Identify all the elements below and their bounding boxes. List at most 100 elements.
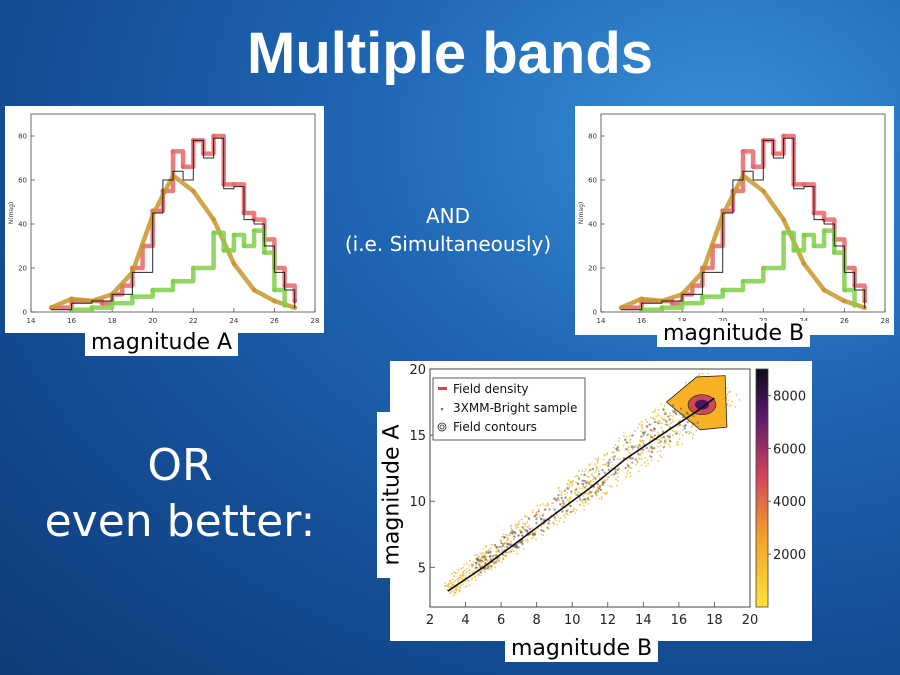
density-field-point xyxy=(539,504,542,507)
density-sample-point xyxy=(510,531,513,535)
density-field-point xyxy=(636,427,639,429)
density-sample-point xyxy=(601,481,604,484)
density-field-point xyxy=(481,564,484,567)
density-field-point xyxy=(639,441,642,443)
density-sample-point xyxy=(653,447,656,450)
density-sample-point xyxy=(662,435,665,438)
density-field-point xyxy=(673,430,676,433)
density-field-point xyxy=(569,482,572,484)
density-field-point xyxy=(649,447,651,450)
density-sample-point xyxy=(569,510,573,514)
hist-b-point-green xyxy=(700,294,705,299)
density-sample-point xyxy=(493,561,496,564)
density-field-point xyxy=(582,485,585,488)
density-sample-point xyxy=(664,412,667,416)
legend-contour-marker xyxy=(437,422,447,432)
hist-a-xtick-label: 18 xyxy=(108,317,117,325)
density-field-point xyxy=(600,498,603,501)
density-field-point xyxy=(655,415,658,417)
density-field-point xyxy=(498,551,501,554)
density-field-point xyxy=(569,496,572,499)
hist-b-point-green xyxy=(791,248,797,253)
density-field-point xyxy=(726,404,728,406)
density-field-point xyxy=(636,460,638,462)
density-field-point xyxy=(572,510,575,513)
density-field-point xyxy=(574,475,576,478)
density-legend-entry: Field density xyxy=(453,382,529,396)
density-field-point xyxy=(481,557,484,560)
density-field-point xyxy=(572,480,575,483)
density-field-point xyxy=(524,525,527,528)
density-field-point xyxy=(656,412,659,415)
density-field-point xyxy=(602,491,605,494)
density-field-point xyxy=(567,508,569,511)
density-field-point xyxy=(448,586,450,588)
density-field-point xyxy=(600,496,603,498)
density-sample-point xyxy=(665,423,669,426)
density-field-point xyxy=(558,499,560,502)
density-sample-point xyxy=(661,430,665,433)
density-field-point xyxy=(526,526,529,529)
density-field-point xyxy=(459,576,462,579)
density-field-point xyxy=(448,582,450,585)
density-sample-point xyxy=(624,466,627,470)
density-field-point xyxy=(464,586,467,588)
density-field-point xyxy=(510,542,513,545)
density-sample-point xyxy=(520,534,524,537)
density-sample-point xyxy=(492,554,495,558)
or-text: OR even better: xyxy=(30,438,330,550)
density-field-point xyxy=(610,473,613,476)
density-sample-point xyxy=(645,424,649,428)
density-field-point xyxy=(552,522,555,524)
density-sample-point xyxy=(645,446,649,450)
density-field-point xyxy=(615,478,617,481)
density-field-point xyxy=(735,393,738,396)
density-field-point xyxy=(606,453,609,456)
hist-a-point-green xyxy=(130,294,135,299)
density-field-point xyxy=(486,555,489,558)
density-field-point xyxy=(568,498,571,500)
density-field-point xyxy=(727,399,730,402)
density-field-point xyxy=(587,503,590,505)
hist-b-point-red xyxy=(669,300,675,306)
density-field-point xyxy=(526,539,529,541)
density-field-point xyxy=(581,500,583,503)
density-sample-point xyxy=(583,473,586,476)
hist-b-point-orange xyxy=(842,298,847,304)
density-sample-point xyxy=(653,420,657,424)
density-field-point xyxy=(514,523,517,526)
density-sample-point xyxy=(559,503,562,506)
density-field-point xyxy=(561,502,564,504)
density-sample-point xyxy=(497,549,500,552)
density-field-point xyxy=(579,487,581,489)
density-field-point xyxy=(535,511,538,514)
density-sample-point xyxy=(666,435,669,438)
density-field-point xyxy=(469,584,471,586)
density-field-point xyxy=(469,559,472,562)
density-sample-point xyxy=(686,412,690,415)
density-field-point xyxy=(501,548,503,550)
density-sample-point xyxy=(535,521,538,525)
density-sample-point xyxy=(561,499,565,503)
density-field-point xyxy=(628,435,630,438)
density-field-point xyxy=(637,470,640,473)
hist-a-ylabel: N(mag) xyxy=(8,202,15,225)
density-sample-point xyxy=(631,446,634,449)
density-field-point xyxy=(640,449,643,452)
density-field-point xyxy=(463,564,466,566)
density-xtick-label: 12 xyxy=(600,613,617,628)
density-field-point xyxy=(571,481,573,483)
density-sample-point xyxy=(650,450,653,453)
density-field-point xyxy=(603,453,606,456)
density-field-point xyxy=(463,569,466,572)
density-xtick-label: 6 xyxy=(497,613,505,628)
density-field-point xyxy=(583,508,586,511)
density-legend-entry: 3XMM-Bright sample xyxy=(453,401,577,415)
density-sample-point xyxy=(521,526,524,529)
density-sample-point xyxy=(662,408,665,411)
density-field-point xyxy=(668,433,671,435)
density-field-point xyxy=(610,461,612,463)
density-sample-point xyxy=(521,542,524,546)
density-sample-point xyxy=(578,477,581,480)
density-field-point xyxy=(564,517,567,519)
